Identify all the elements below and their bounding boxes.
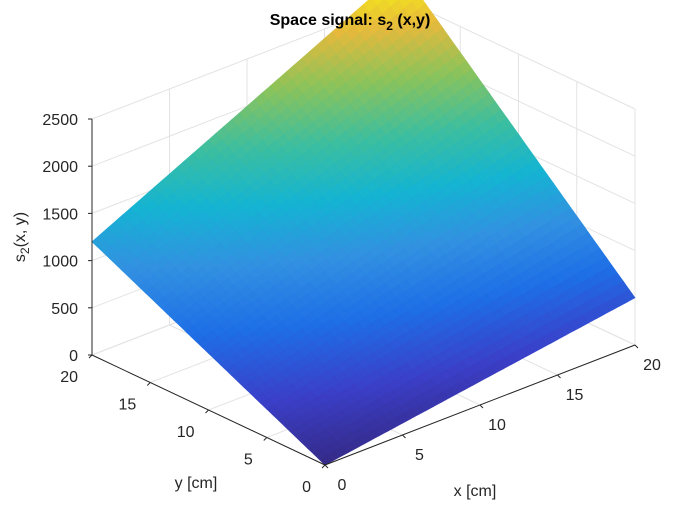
z-axis-label: s2(x, y)	[12, 212, 32, 262]
y-tick-label: 15	[118, 397, 136, 414]
y-tick-label: 5	[244, 452, 253, 469]
surface-patch	[318, 454, 334, 466]
axis-line	[402, 434, 406, 439]
axis-line	[146, 382, 151, 386]
z-tick-label: 1000	[42, 254, 78, 271]
y-tick-label: 0	[302, 479, 311, 496]
z-tick-label: 0	[69, 348, 78, 365]
x-tick-label: 10	[488, 417, 506, 434]
axis-lines	[88, 118, 639, 469]
surface	[91, 0, 636, 466]
axis-line	[479, 404, 484, 409]
z-tick-label: 500	[51, 301, 78, 318]
y-tick-label: 20	[60, 369, 78, 386]
axis-line	[321, 464, 326, 469]
axis-line	[324, 464, 329, 469]
grid-line	[402, 0, 636, 110]
x-tick-label: 0	[338, 477, 347, 494]
chart-title: Space signal: s2 (x,y)	[270, 12, 431, 33]
x-tick-label: 15	[566, 387, 584, 404]
axis-line	[634, 344, 639, 349]
z-tick-label: 1500	[42, 206, 78, 223]
axis-line	[263, 437, 268, 441]
tick-labels: 0 5 10 15 20 0 5 10 15 20 0 500 1000 1500 2000 2500	[42, 112, 661, 496]
y-axis-label: y [cm]	[175, 475, 218, 492]
x-axis-label: x [cm]	[454, 483, 497, 500]
z-tick-label: 2000	[42, 159, 78, 176]
z-tick-label: 2500	[42, 112, 78, 129]
x-tick-label: 5	[415, 447, 424, 464]
axis-line	[557, 374, 561, 379]
y-tick-label: 10	[177, 424, 195, 441]
x-tick-label: 20	[643, 357, 661, 374]
axis-line	[205, 409, 209, 414]
